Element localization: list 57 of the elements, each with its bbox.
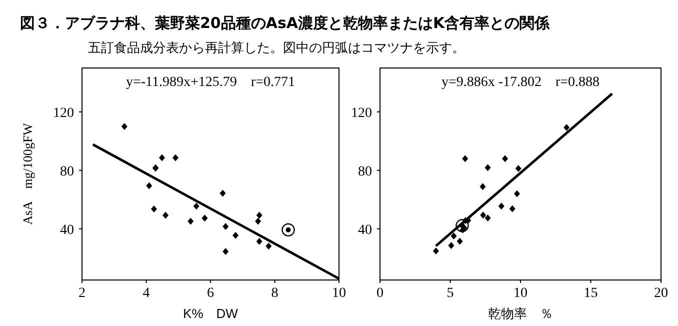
y-tick-label: 120	[351, 106, 372, 121]
point	[515, 164, 522, 172]
x-tick-label: 5	[446, 286, 454, 301]
annotation: y=-11.989x+125.79 r=0.771	[126, 75, 295, 90]
point	[266, 242, 272, 250]
point	[121, 122, 128, 130]
point	[456, 238, 463, 245]
y-tick-label: 120	[53, 106, 74, 121]
point	[502, 155, 508, 162]
x-axis-title: K% DW	[183, 306, 239, 321]
point	[498, 202, 504, 210]
point	[256, 212, 262, 219]
point	[484, 164, 491, 172]
point	[150, 205, 157, 212]
point	[514, 190, 520, 198]
chart-subtitle: 五訂食品成分表から再計算した。図中の円弧はコマツナを示す。	[88, 40, 465, 55]
point	[480, 212, 486, 219]
x-tick-label: 10	[332, 286, 346, 301]
chart-title: 図３．アブラナ科、葉野菜20品種のAsA濃度と乾物率またはK含有率との関係	[20, 14, 551, 32]
point	[232, 232, 239, 239]
x-tick-label: 0	[376, 286, 384, 301]
x-tick-label: 10	[514, 286, 528, 301]
point	[509, 205, 516, 212]
y-axis-title: AsA mg/100gFW	[20, 122, 35, 225]
point	[146, 182, 152, 190]
point	[480, 183, 486, 190]
point	[222, 222, 229, 230]
point	[220, 190, 226, 197]
annotation: y=9.886x -17.802 r=0.888	[441, 75, 600, 90]
point	[432, 248, 439, 255]
y-tick-label: 40	[60, 222, 74, 238]
x-tick-label: 20	[654, 286, 668, 301]
point	[158, 154, 165, 162]
point	[448, 242, 454, 249]
point	[456, 219, 469, 232]
point	[282, 223, 295, 236]
x-axis-title: 乾物率 ％	[488, 306, 553, 321]
x-tick-label: 6	[207, 286, 214, 301]
point	[222, 248, 229, 255]
point	[172, 154, 178, 162]
x-tick-label: 8	[271, 286, 278, 301]
y-tick-label: 80	[358, 164, 372, 180]
point	[450, 232, 457, 240]
point	[188, 218, 194, 225]
point	[484, 214, 491, 222]
y-tick-label: 40	[358, 222, 372, 238]
point	[255, 218, 262, 225]
y-tick-label: 80	[60, 164, 74, 180]
x-tick-label: 15	[584, 286, 598, 301]
point	[162, 212, 169, 219]
x-tick-label: 4	[142, 286, 150, 301]
point	[564, 124, 570, 132]
point	[462, 155, 468, 162]
x-tick-label: 2	[78, 286, 86, 301]
point	[256, 238, 262, 245]
point	[193, 202, 200, 210]
point	[202, 214, 208, 222]
